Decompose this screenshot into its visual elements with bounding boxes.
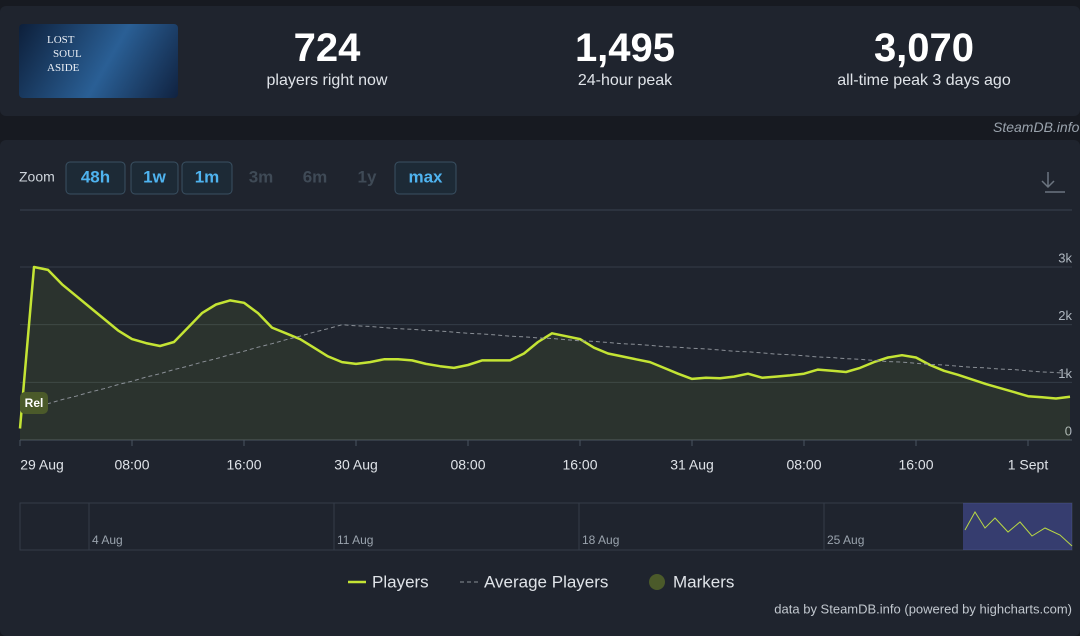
x-tick-label: 16:00 (562, 457, 597, 473)
stat-value: 3,070 (873, 26, 975, 70)
x-tick-label: 31 Aug (670, 457, 714, 473)
legend-swatch (649, 574, 665, 590)
zoom-button[interactable] (394, 161, 457, 195)
chart-panel (0, 140, 1080, 636)
legend-text[interactable]: Average Players (484, 572, 608, 591)
zoom-button[interactable] (181, 161, 233, 195)
zoom-button-text: 1w (143, 167, 166, 186)
header-panel (0, 6, 1080, 116)
stat: 3,070 all-time peak 3 days ago (794, 26, 1054, 90)
stat-label: all-time peak 3 days ago (837, 72, 1011, 89)
navigator-selection[interactable] (963, 503, 1072, 550)
zoom-button-text: 1y (358, 167, 377, 186)
y-tick-label: 0 (1065, 423, 1072, 438)
legend-text[interactable]: Markers (673, 572, 734, 591)
zoom-label: Zoom (19, 169, 55, 185)
x-tick-label: 08:00 (450, 457, 485, 473)
player-line (18, 265, 1071, 429)
x-tick-label: 30 Aug (334, 457, 378, 473)
x-tick-label: 29 Aug (20, 457, 64, 473)
marker[interactable] (20, 392, 48, 414)
navigator-label: 25 Aug (827, 533, 864, 547)
stat-value: 1,495 (574, 26, 676, 70)
x-tick-label: 16:00 (226, 457, 261, 473)
marker-label: Rel (25, 396, 44, 410)
download-icon[interactable] (1041, 172, 1065, 193)
zoom-button[interactable] (130, 161, 179, 195)
player-area (20, 267, 1070, 440)
game-logo: LOST SOUL ASIDE (19, 24, 178, 98)
logo-text: SOUL (53, 48, 82, 60)
zoom-button-text: max (408, 167, 443, 186)
stat-label: players right now (266, 72, 388, 89)
navigator-line (964, 511, 1073, 547)
stat-value: 724 (293, 26, 361, 70)
stat-label: 24-hour peak (577, 72, 673, 89)
watermark: SteamDB.info (993, 119, 1080, 135)
zoom-button-text: 48h (81, 167, 110, 186)
stat: 724 players right now (197, 26, 457, 90)
zoom-button-text: 3m (249, 167, 274, 186)
zoom-button[interactable] (65, 161, 126, 195)
x-tick-label: 16:00 (898, 457, 933, 473)
zoom-button-text: 1m (195, 167, 220, 186)
zoom-button-text: 6m (303, 167, 328, 186)
logo-text: ASIDE (47, 62, 80, 74)
x-tick-label: 08:00 (114, 457, 149, 473)
credit: data by SteamDB.info (powered by highcha… (774, 601, 1072, 616)
y-tick-label: 3k (1058, 250, 1072, 265)
x-tick-label: 08:00 (786, 457, 821, 473)
navigator (19, 502, 1073, 551)
stat: 1,495 24-hour peak (495, 26, 755, 90)
navigator-label: 11 Aug (337, 533, 373, 547)
legend-text[interactable]: Players (372, 572, 429, 591)
logo-text: LOST (47, 34, 75, 46)
x-tick-label: 1 Sept (1008, 457, 1049, 473)
navigator-label: 4 Aug (92, 533, 123, 547)
navigator-label: 18 Aug (582, 533, 619, 547)
y-tick-label: 2k (1058, 308, 1072, 323)
